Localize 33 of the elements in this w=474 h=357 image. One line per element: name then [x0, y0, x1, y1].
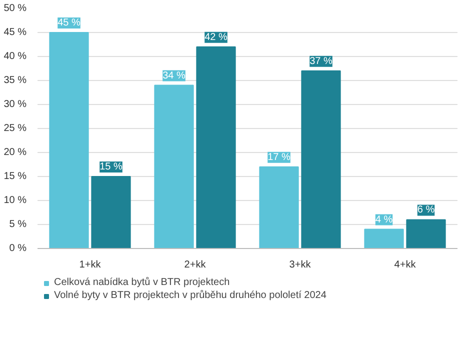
y-tick-label: 20 %: [4, 147, 27, 158]
y-tick-label: 45 %: [4, 27, 27, 38]
x-tick-label: 3+kk: [289, 260, 312, 270]
y-tick-label: 5 %: [9, 219, 27, 230]
y-tick-label: 35 %: [4, 75, 27, 86]
data-label: 15 %: [100, 162, 123, 172]
x-tick-label: 1+kk: [79, 260, 102, 270]
bar: [406, 219, 446, 248]
bar: [49, 32, 89, 248]
y-tick-label: 50 %: [4, 3, 27, 14]
data-label: 42 %: [204, 32, 228, 43]
data-label: 37 %: [310, 56, 333, 67]
data-label: 45 %: [58, 18, 81, 28]
data-label: 6 %: [417, 204, 435, 216]
legend-label: Volné byty v BTR projektech v průběhu druhého pololetí 2024: [54, 290, 326, 301]
x-tick-label: 2+kk: [184, 260, 207, 270]
bar: [259, 166, 299, 248]
y-tick-label: 0 %: [9, 243, 27, 254]
y-tick-label: 40 %: [4, 51, 27, 62]
y-tick-label: 15 %: [4, 171, 27, 182]
bar: [196, 46, 236, 248]
bar: [301, 70, 341, 248]
x-tick-label: 4+kk: [394, 260, 417, 270]
y-tick-label: 10 %: [4, 195, 27, 206]
data-label: 17 %: [268, 152, 291, 163]
bar: [154, 84, 194, 248]
data-label: 34 %: [162, 70, 186, 82]
y-tick-label: 30 %: [4, 99, 27, 110]
bar: [364, 228, 404, 248]
data-label: 4 %: [375, 214, 393, 226]
bar: [91, 176, 131, 248]
legend-label: Celková nabídka bytů v BTR projektech: [54, 277, 230, 288]
y-tick-label: 25 %: [4, 123, 27, 134]
